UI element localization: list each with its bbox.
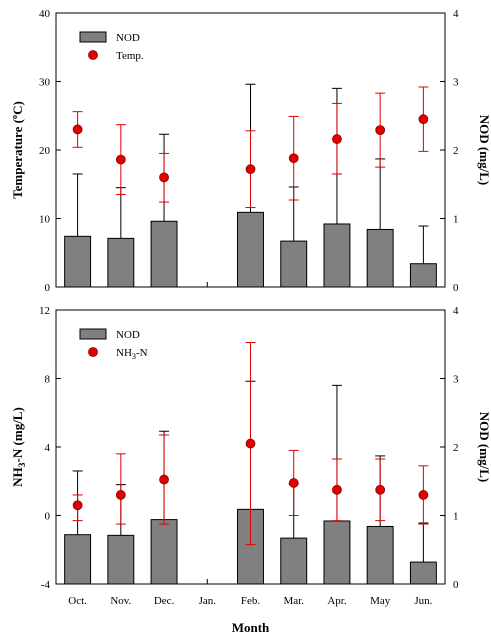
right-y-tick-label: 0 (453, 282, 459, 294)
legend-nod-swatch (79, 328, 107, 340)
data-point (115, 154, 126, 165)
legend-nod-label: NOD (116, 32, 140, 44)
data-point (418, 490, 429, 500)
left-y-tick-label: -4 (41, 579, 51, 591)
right-y-tick-label: 0 (453, 579, 459, 591)
right-y-tick-label: 3 (453, 374, 459, 386)
x-tick-label: Feb. (241, 595, 261, 607)
data-point (72, 500, 83, 511)
nod-bar (150, 519, 178, 585)
left-y-tick-label: 0 (45, 282, 51, 294)
x-axis-title: Month (232, 620, 270, 635)
chart-panel-1: 0 10 20 30 40 0 1 2 3 4 NOD Temp. Temperature (oC) NO… (9, 8, 491, 294)
legend-point-label: NH3-N (116, 347, 148, 361)
nod-bar (409, 561, 437, 585)
data-point (332, 134, 342, 144)
x-tick-label: Jun. (414, 595, 432, 607)
nod-bar (237, 211, 264, 288)
data-point (375, 125, 386, 136)
data-point (418, 114, 429, 125)
x-tick-label: Dec. (154, 595, 175, 607)
right-y-axis-title: NOD (mg/L) (477, 115, 491, 185)
legend-nod-label: NOD (116, 329, 140, 341)
nod-bar (366, 228, 394, 288)
legend-point-swatch (88, 347, 98, 357)
left-y-tick-label: 40 (39, 8, 51, 20)
left-y-tick-label: 12 (39, 305, 50, 317)
right-y-tick-label: 2 (453, 442, 459, 454)
left-y-tick-label: 20 (39, 145, 51, 157)
right-y-tick-label: 4 (453, 8, 459, 20)
nod-bar (323, 223, 351, 288)
left-y-tick-label: 8 (45, 374, 51, 386)
x-tick-label: Jan. (199, 595, 217, 607)
data-point (72, 124, 83, 135)
data-point (245, 164, 256, 175)
legend-point-label: Temp. (116, 50, 144, 62)
left-y-tick-label: 0 (45, 511, 51, 523)
nod-bar (280, 537, 308, 585)
legend-nod-swatch (79, 31, 107, 43)
right-y-tick-label: 1 (453, 511, 459, 523)
x-tick-label: Mar. (283, 595, 304, 607)
right-y-tick-label: 2 (453, 145, 459, 157)
left-y-tick-label: 10 (39, 214, 51, 226)
left-y-tick-label: 4 (45, 442, 51, 454)
nod-bar (107, 534, 135, 585)
left-y-axis-title: Temperature (oC) (9, 101, 25, 199)
data-point (159, 172, 169, 183)
x-tick-label: Apr. (327, 595, 347, 607)
right-y-tick-label: 1 (453, 214, 459, 226)
nod-bar (64, 534, 92, 585)
data-point (159, 474, 169, 485)
data-point (288, 478, 299, 488)
nod-bar (64, 235, 92, 288)
data-point (245, 438, 256, 449)
nod-bar (409, 263, 437, 288)
right-y-tick-label: 3 (453, 77, 459, 89)
x-tick-label: Nov. (110, 595, 131, 607)
data-point (288, 153, 299, 164)
data-point (332, 484, 342, 495)
data-point (375, 484, 386, 495)
x-tick-label: Oct. (68, 595, 87, 607)
nod-bar (280, 240, 308, 288)
right-y-tick-label: 4 (453, 305, 459, 317)
legend-point-swatch (88, 50, 98, 60)
left-y-tick-label: 30 (39, 77, 51, 89)
nod-bar (107, 237, 135, 288)
data-point (115, 490, 126, 500)
nod-bar (366, 525, 394, 585)
right-y-axis-title: NOD (mg/L) (477, 412, 491, 482)
x-tick-label: May (370, 595, 391, 607)
left-y-axis-title: NH3-N (mg/L) (10, 407, 28, 487)
nod-bar (150, 220, 178, 288)
nod-bar (323, 520, 351, 585)
